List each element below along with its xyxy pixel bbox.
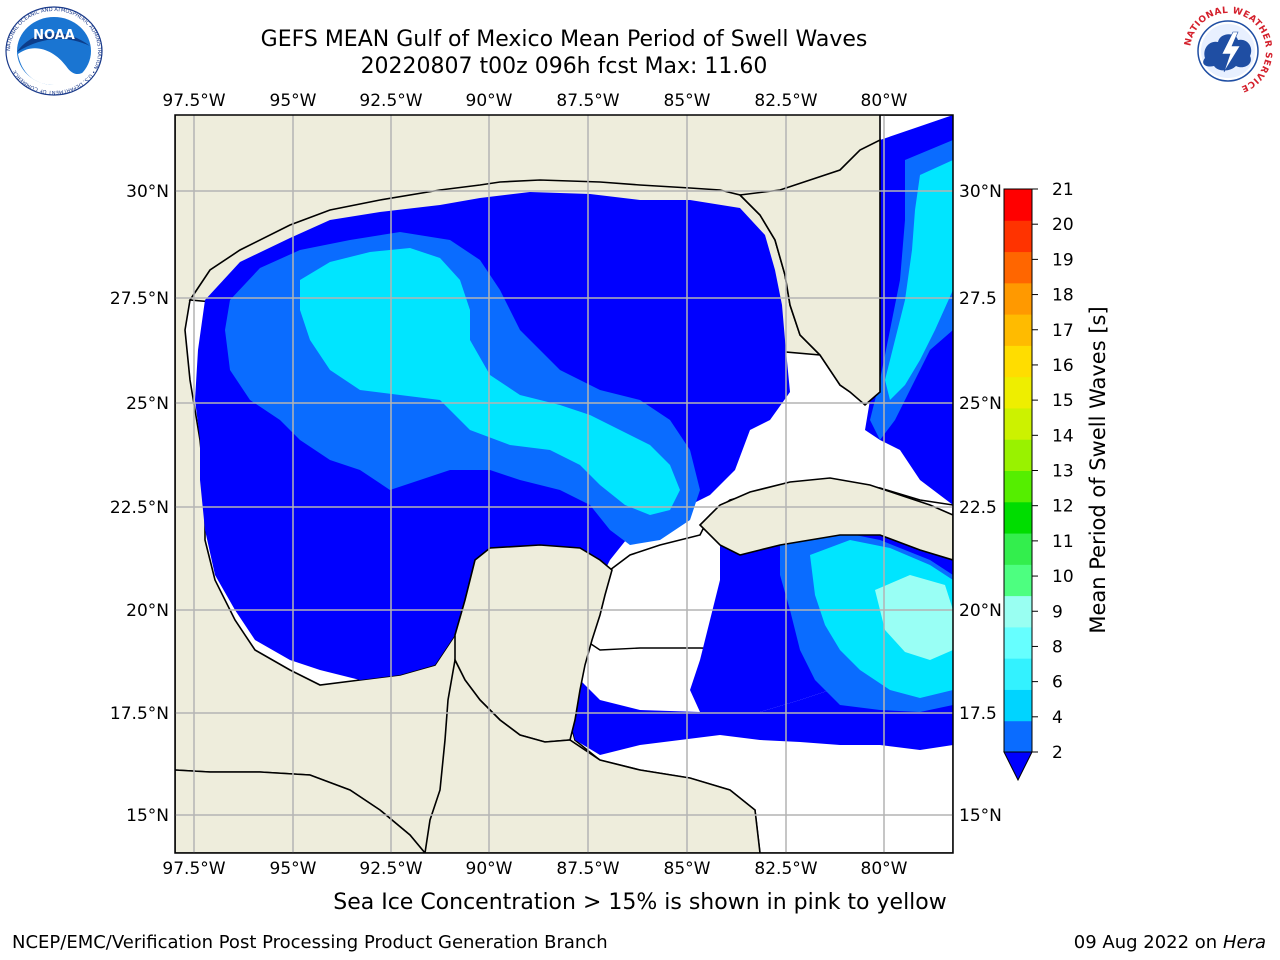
colorbar-segment — [1004, 189, 1032, 221]
lat-labels-right: 30°N 27.5 25°N 22.5 20°N 17.5 15°N — [959, 182, 1002, 826]
colorbar-tick-label: 18 — [1052, 286, 1074, 306]
colorbar-tick-label: 10 — [1052, 567, 1074, 587]
colorbar-segment — [1004, 345, 1032, 378]
swell-fill-light-cyan — [875, 575, 953, 660]
lon-label: 85°W — [664, 859, 711, 879]
footer-date-text: 09 Aug 2022 on — [1073, 932, 1218, 953]
colorbar-segment — [1004, 595, 1032, 628]
lon-label: 80°W — [861, 859, 908, 879]
colorbar-label: Mean Period of Swell Waves [s] — [1086, 306, 1110, 633]
colorbar-tick-label: 9 — [1052, 602, 1063, 622]
lon-labels-bottom: 97.5°W 95°W 92.5°W 90°W 87.5°W 85°W 82.5… — [162, 859, 907, 879]
colorbar-tick-label: 2 — [1052, 743, 1063, 763]
lat-label: 25°N — [126, 394, 169, 414]
colorbar-segment — [1004, 282, 1032, 315]
colorbar-tick-label: 21 — [1052, 180, 1074, 200]
lat-label: 20°N — [959, 601, 1002, 621]
colorbar-underflow — [1003, 751, 1033, 782]
lat-label: 22.5°N — [110, 498, 169, 518]
noaa-logo: NATIONAL OCEANIC AND ATMOSPHERIC ADMINIS… — [5, 6, 103, 96]
colorbar-tick-label: 17 — [1052, 321, 1074, 341]
colorbar-segment — [1004, 626, 1032, 659]
map-panel — [175, 115, 953, 853]
lat-label: 22.5 — [959, 498, 997, 518]
lat-label: 15°N — [959, 806, 1002, 826]
lon-label: 97.5°W — [162, 91, 225, 111]
lat-label: 25°N — [959, 394, 1002, 414]
colorbar-tick-label: 8 — [1052, 637, 1063, 657]
lon-label: 82.5°W — [754, 859, 817, 879]
lon-label: 80°W — [861, 91, 908, 111]
gridlines — [175, 115, 953, 853]
colorbar-segment — [1004, 720, 1032, 753]
lon-label: 87.5°W — [556, 91, 619, 111]
lon-label: 90°W — [466, 91, 513, 111]
florida-land — [738, 138, 881, 407]
colorbar-segment — [1004, 470, 1032, 503]
lat-label: 27.5°N — [110, 289, 169, 309]
colorbar-tick-label: 4 — [1052, 708, 1063, 728]
lat-label: 15°N — [126, 806, 169, 826]
colorbar-tick-label: 15 — [1052, 391, 1074, 411]
lat-label: 27.5 — [959, 289, 997, 309]
lon-label: 95°W — [270, 91, 317, 111]
colorbar-tick-label: 14 — [1052, 426, 1074, 446]
lon-labels-top: 97.5°W 95°W 92.5°W 90°W 87.5°W 85°W 82.5… — [162, 91, 907, 111]
colorbar-segment — [1004, 564, 1032, 597]
sea-ice-caption: Sea Ice Concentration > 15% is shown in … — [333, 890, 947, 915]
nws-logo: NATIONAL WEATHER SERVICE — [1182, 5, 1274, 97]
colorbar-segment — [1004, 220, 1032, 253]
lon-label: 87.5°W — [556, 859, 619, 879]
lat-label: 30°N — [126, 182, 169, 202]
noaa-logo-text: NOAA — [33, 28, 75, 43]
lon-label: 92.5°W — [359, 91, 422, 111]
lat-label: 17.5 — [959, 704, 997, 724]
cuba-land — [698, 477, 953, 561]
lon-label: 85°W — [664, 91, 711, 111]
lon-label: 95°W — [270, 859, 317, 879]
colorbar-segment — [1004, 376, 1032, 409]
lon-label: 97.5°W — [162, 859, 225, 879]
colorbar-tick-label: 12 — [1052, 497, 1074, 517]
chart-title: GEFS MEAN Gulf of Mexico Mean Period of … — [260, 27, 868, 52]
chart-subtitle: 20220807 t00z 096h fcst Max: 11.60 — [360, 54, 768, 79]
colorbar-segment — [1004, 314, 1032, 346]
footer-branch: NCEP/EMC/Verification Post Processing Pr… — [12, 932, 608, 953]
colorbar-segment — [1004, 533, 1032, 565]
colorbar: 2 4 6 8 9 10 11 12 13 14 15 16 17 18 19 20 21 — [1003, 180, 1074, 782]
colorbar-segment — [1004, 689, 1032, 722]
colorbar-segment — [1004, 439, 1032, 471]
colorbar-segment — [1004, 658, 1032, 690]
colorbar-tick-label: 11 — [1052, 532, 1074, 552]
lon-label: 90°W — [466, 859, 513, 879]
footer-date: 09 Aug 2022 on Hera — [1074, 932, 1266, 953]
lon-label: 92.5°W — [359, 859, 422, 879]
lat-label: 30°N — [959, 182, 1002, 202]
colorbar-segment — [1004, 501, 1032, 534]
central-america-land — [175, 115, 761, 853]
colorbar-tick-label: 16 — [1052, 356, 1074, 376]
colorbar-tick-label: 13 — [1052, 462, 1074, 482]
colorbar-tick-label: 20 — [1052, 215, 1074, 235]
lon-label: 82.5°W — [754, 91, 817, 111]
lat-label: 20°N — [126, 601, 169, 621]
swell-fill-cyan-atlantic — [885, 160, 953, 400]
swell-fill-cyan — [300, 248, 680, 515]
colorbar-segment — [1004, 407, 1032, 440]
map-frame — [174, 114, 954, 854]
colorbar-tick-label: 19 — [1052, 250, 1074, 270]
colorbar-tick-label: 6 — [1052, 673, 1063, 693]
colorbar-segment — [1004, 251, 1032, 284]
footer-host: Hera — [1222, 932, 1266, 953]
lat-label: 17.5°N — [110, 704, 169, 724]
lat-labels-left: 30°N 27.5°N 25°N 22.5°N 20°N 17.5°N 15°N — [110, 182, 169, 826]
